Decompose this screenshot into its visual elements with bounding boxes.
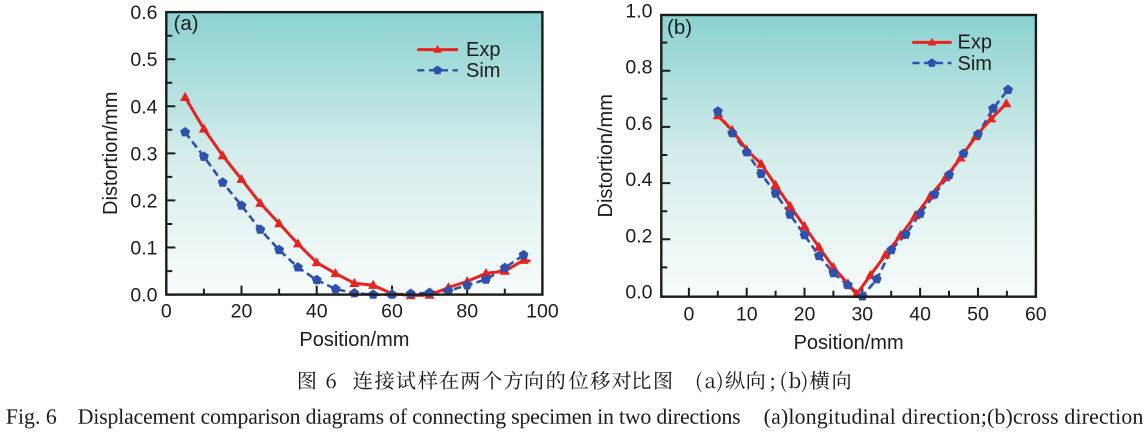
svg-text:30: 30	[851, 304, 873, 326]
svg-text:Distortion/mm: Distortion/mm	[595, 94, 617, 217]
svg-text:Sim: Sim	[958, 53, 992, 75]
svg-text:50: 50	[967, 304, 989, 326]
svg-text:10: 10	[736, 304, 758, 326]
svg-text:80: 80	[456, 301, 478, 323]
svg-text:0.6: 0.6	[130, 2, 157, 24]
svg-text:0.1: 0.1	[130, 238, 157, 260]
svg-text:0.2: 0.2	[130, 190, 157, 212]
svg-text:20: 20	[231, 301, 253, 323]
svg-text:60: 60	[381, 301, 403, 323]
svg-text:40: 40	[306, 301, 328, 323]
svg-text:0.2: 0.2	[625, 225, 652, 247]
svg-text:0.4: 0.4	[130, 96, 157, 118]
svg-text:20: 20	[794, 304, 816, 326]
svg-text:0.5: 0.5	[130, 49, 157, 71]
svg-text:Distortion/mm: Distortion/mm	[100, 92, 122, 215]
svg-text:0: 0	[161, 301, 172, 323]
svg-text:0.0: 0.0	[130, 285, 157, 307]
svg-text:60: 60	[1025, 304, 1047, 326]
svg-text:(b): (b)	[667, 16, 692, 39]
svg-text:0.0: 0.0	[625, 282, 652, 304]
svg-text:1.0: 1.0	[625, 1, 652, 23]
svg-text:Exp: Exp	[466, 39, 500, 61]
svg-text:0: 0	[683, 304, 694, 326]
svg-text:Exp: Exp	[958, 32, 992, 54]
svg-text:40: 40	[909, 304, 931, 326]
svg-text:Sim: Sim	[466, 60, 500, 82]
svg-text:0.4: 0.4	[625, 169, 652, 191]
svg-text:Position/mm: Position/mm	[794, 332, 904, 354]
svg-text:Position/mm: Position/mm	[299, 329, 409, 351]
svg-text:(a): (a)	[174, 12, 199, 35]
svg-text:0.8: 0.8	[625, 57, 652, 79]
svg-text:100: 100	[526, 301, 559, 323]
svg-text:0.3: 0.3	[130, 143, 157, 165]
svg-text:0.6: 0.6	[625, 113, 652, 135]
